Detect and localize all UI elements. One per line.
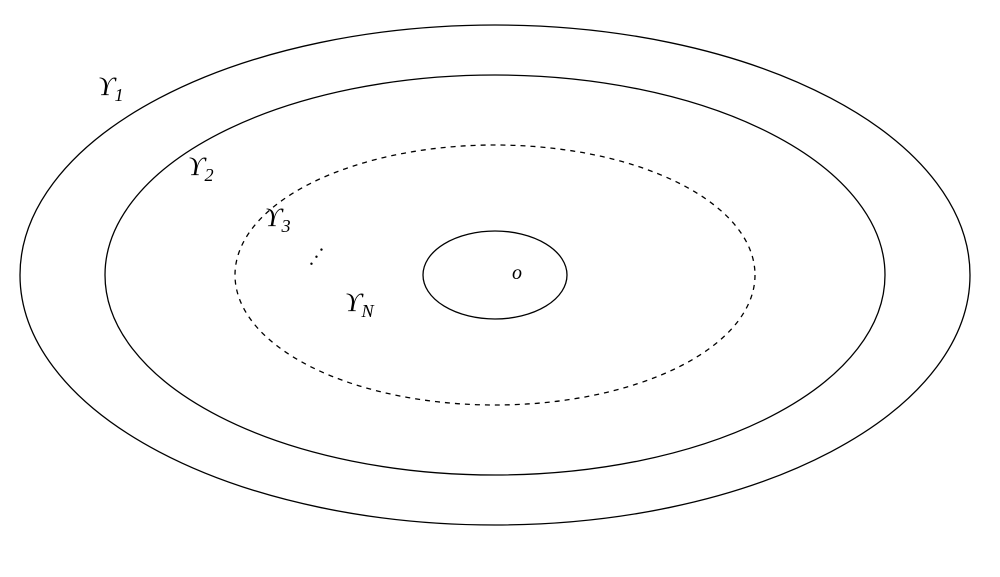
label-upsilon-1: ϒ1 — [98, 72, 124, 106]
label-sub: 2 — [205, 165, 214, 185]
center-label-text: o — [512, 262, 522, 284]
ellipse-eN — [423, 231, 567, 319]
diagram-canvas: ϒ1 ϒ2 ϒ3 ϒN o ··· — [0, 0, 1000, 577]
label-base: ϒ — [345, 288, 362, 317]
label-sub: 1 — [115, 85, 124, 105]
label-base: ϒ — [188, 152, 205, 181]
label-sub: N — [362, 301, 374, 321]
ellipse-e3 — [235, 145, 755, 405]
ellipse-e2 — [105, 75, 885, 475]
label-base: ϒ — [265, 203, 282, 232]
ellipse-e1 — [20, 25, 970, 525]
label-upsilon-3: ϒ3 — [265, 203, 291, 237]
label-upsilon-n: ϒN — [345, 288, 374, 322]
ellipses-svg — [0, 0, 1000, 577]
center-label: o — [512, 262, 522, 285]
label-base: ϒ — [98, 72, 115, 101]
label-sub: 3 — [282, 216, 291, 236]
label-upsilon-2: ϒ2 — [188, 152, 214, 186]
